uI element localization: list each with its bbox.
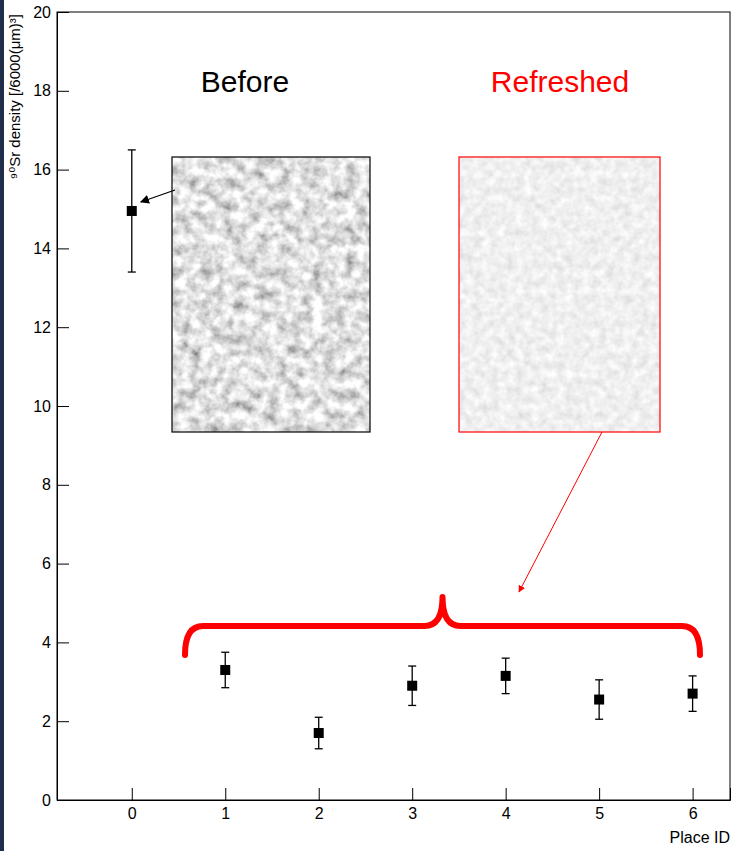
error-cap [315,748,323,749]
x-tick: 3 [408,788,417,822]
y-tick: 4 [42,634,69,651]
data-point [314,728,324,738]
x-tick: 0 [128,788,137,822]
x-tick-mark [412,788,413,800]
y-tick: 20 [33,4,69,21]
error-cap [689,711,697,712]
x-tick-mark [599,788,600,800]
brace [185,597,700,655]
x-tick-label: 0 [128,805,137,822]
micrograph-frame [172,157,370,432]
chart: 012345602468101214161820Place IDBeforeRe… [0,0,749,851]
y-tick-label: 18 [33,82,51,99]
y-tick-mark [57,406,69,407]
y-tick: 6 [42,555,69,572]
y-tick: 10 [33,398,69,415]
y-tick: 0 [42,792,69,809]
error-cap [315,717,323,718]
y-tick-mark [57,721,69,722]
y-tick-mark [57,800,69,801]
micrograph [459,157,660,432]
marks [127,150,698,749]
y-tick-label: 16 [33,161,51,178]
x-tick-mark [132,788,133,800]
x-tick-label: 4 [502,805,511,822]
x-tick: 1 [221,788,230,822]
y-tick: 2 [42,713,69,730]
error-cap [502,658,510,659]
y-tick-label: 12 [33,319,51,336]
x-tick: 5 [595,788,604,822]
y-axis: 0 2 4 6 8 10 12 14 16 18 20 [33,4,69,809]
x-tick: 4 [502,788,511,822]
x-tick-label: 2 [315,805,324,822]
y-tick-label: 4 [42,634,51,651]
y-tick-mark [57,485,69,486]
y-tick-label: 8 [42,476,51,493]
error-cap [128,149,136,150]
x-tick-mark [319,788,320,800]
data-point [688,689,698,699]
arrow [141,190,175,202]
y-tick: 16 [33,161,69,178]
y-tick: 12 [33,319,69,336]
y-tick-label: 10 [33,398,51,415]
x-tick-mark [693,788,694,800]
plot-frame [57,12,730,800]
x-tick-mark [506,788,507,800]
y-tick: 8 [42,476,69,493]
x-axis-title: Place ID [670,829,730,846]
edge-strip [0,0,4,851]
y-tick-label: 0 [42,792,51,809]
error-cap [408,705,416,706]
annotation: Before [201,65,289,98]
x-tick: 2 [315,788,324,822]
x-tick: 6 [689,788,698,822]
x-tick-label: 1 [221,805,230,822]
y-tick-label: 14 [33,240,51,257]
y-tick-mark [57,327,69,328]
error-cap [221,652,229,653]
micrograph [172,157,370,432]
data-point [127,206,137,216]
y-tick-mark [57,170,69,171]
error-cap [595,719,603,720]
y-tick-mark [57,642,69,643]
y-tick-label: 20 [33,4,51,21]
y-tick-mark [57,12,69,13]
y-tick-mark [57,564,69,565]
error-cap [408,665,416,666]
y-axis-line [58,13,70,801]
error-cap [595,679,603,680]
x-tick-label: 6 [689,805,698,822]
y-tick: 14 [33,240,69,257]
y-tick-label: 6 [42,555,51,572]
x-tick-label: 5 [595,805,604,822]
y-tick-mark [57,91,69,92]
arrow [519,432,602,592]
y-tick-label: 2 [42,713,51,730]
y-tick: 18 [33,82,69,99]
x-tick-label: 3 [408,805,417,822]
y-axis-title: ⁹⁰Sr density [/6000(μm)³] [6,14,23,179]
data-point [594,695,604,705]
error-cap [128,271,136,272]
plot: 012345602468101214161820Place IDBeforeRe… [33,4,730,846]
x-axis-line [58,788,731,801]
error-cap [502,693,510,694]
data-point [501,671,511,681]
error-cap [689,675,697,676]
x-axis: 0 1 2 3 4 5 6 [58,788,731,822]
data-point [407,681,417,691]
micrograph-frame [459,157,660,432]
y-tick-mark [57,248,69,249]
error-cap [221,687,229,688]
annotation: Refreshed [491,65,629,98]
x-tick-mark [225,788,226,800]
data-point [220,665,230,675]
